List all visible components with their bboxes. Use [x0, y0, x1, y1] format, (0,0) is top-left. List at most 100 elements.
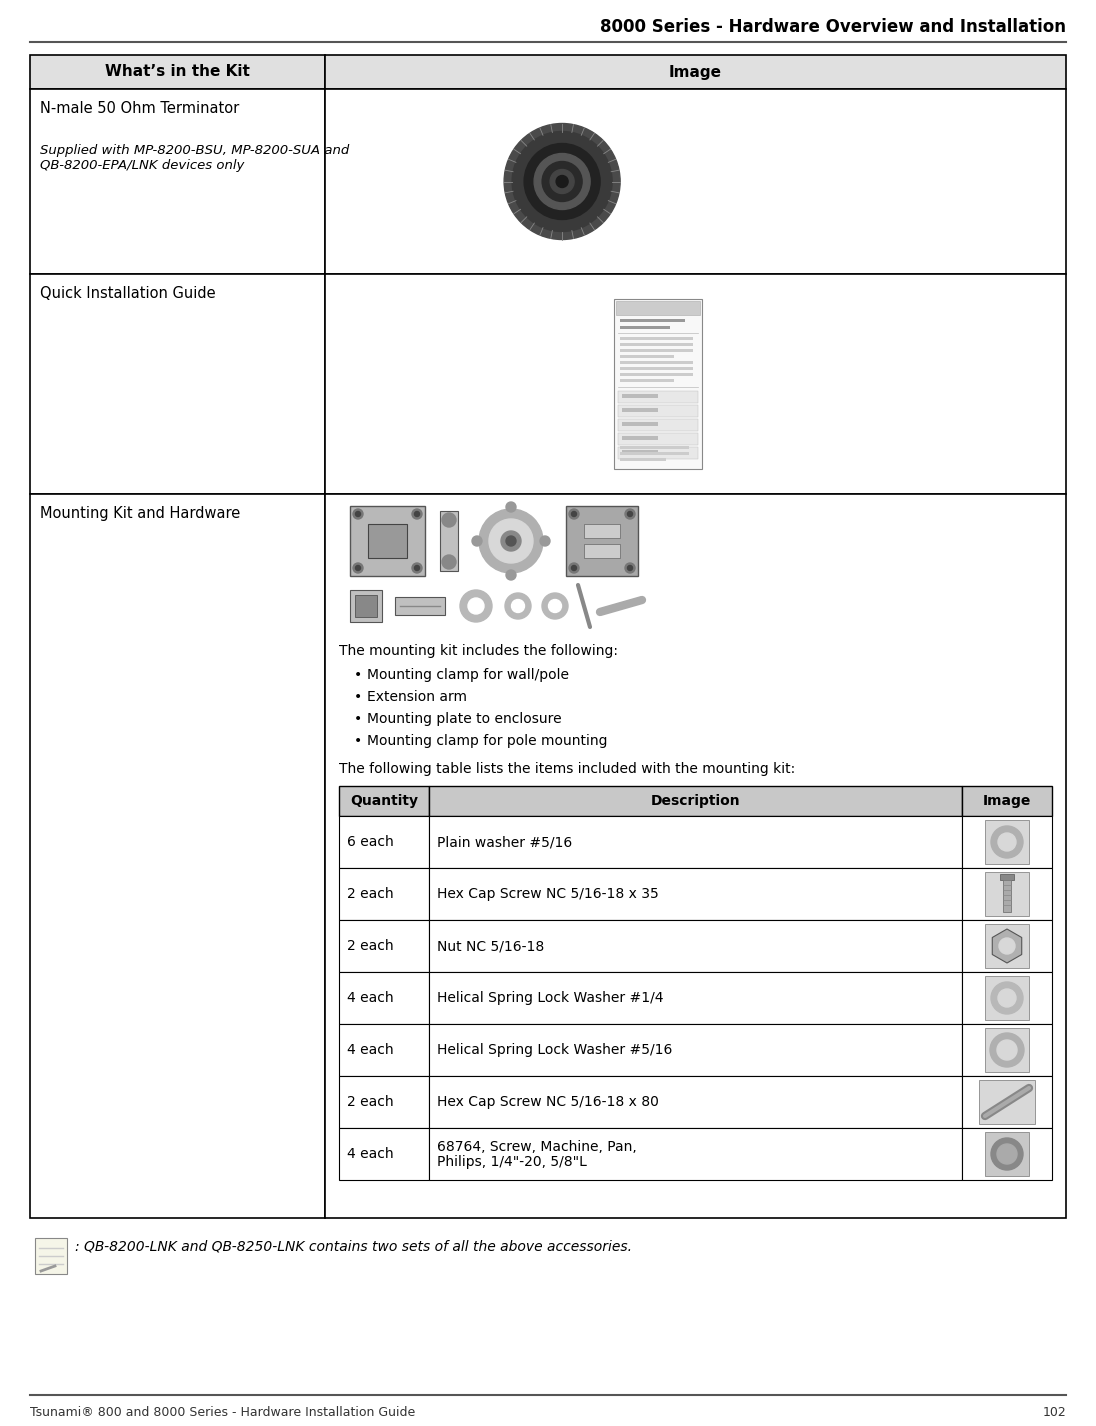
Bar — [623, 394, 648, 398]
Text: Quantity: Quantity — [350, 794, 418, 809]
Bar — [962, 920, 1052, 973]
Circle shape — [524, 144, 601, 220]
Text: 4 each: 4 each — [347, 1147, 393, 1161]
Text: Mounting plate to enclosure: Mounting plate to enclosure — [367, 712, 561, 726]
Text: •: • — [354, 667, 363, 682]
Bar — [623, 422, 648, 426]
Bar — [623, 408, 648, 412]
Bar — [985, 820, 1029, 864]
Circle shape — [990, 1032, 1024, 1067]
Bar — [429, 1024, 962, 1077]
Text: Mounting clamp for wall/pole: Mounting clamp for wall/pole — [367, 667, 569, 682]
Text: 6 each: 6 each — [347, 836, 393, 848]
Bar — [620, 452, 689, 455]
Bar — [339, 786, 429, 816]
Bar — [368, 523, 407, 558]
Text: Philips, 1/4"-20, 5/8"L: Philips, 1/4"-20, 5/8"L — [437, 1155, 586, 1169]
Bar — [623, 436, 648, 441]
Text: Plain washer #5/16: Plain washer #5/16 — [437, 836, 572, 848]
Text: 2 each: 2 each — [347, 938, 393, 953]
Circle shape — [543, 161, 582, 201]
Bar — [962, 1024, 1052, 1077]
Circle shape — [571, 512, 576, 516]
Bar — [1000, 874, 1014, 880]
Bar — [618, 446, 698, 459]
Bar — [620, 355, 674, 358]
Circle shape — [412, 563, 422, 573]
Circle shape — [472, 536, 482, 546]
Circle shape — [504, 124, 620, 240]
Bar — [962, 786, 1052, 816]
Bar — [30, 88, 326, 274]
Text: : QB-8200-LNK and QB-8250-LNK contains two sets of all the above accessories.: : QB-8200-LNK and QB-8250-LNK contains t… — [75, 1239, 632, 1253]
Text: Mounting Kit and Hardware: Mounting Kit and Hardware — [39, 506, 240, 520]
Bar — [620, 446, 689, 449]
Circle shape — [460, 590, 492, 622]
Bar — [623, 422, 659, 426]
Polygon shape — [992, 928, 1021, 963]
Bar — [623, 422, 648, 426]
Text: Nut NC 5/16-18: Nut NC 5/16-18 — [437, 938, 545, 953]
Bar — [350, 590, 383, 622]
Bar — [623, 394, 648, 398]
Bar — [395, 597, 445, 615]
Text: 102: 102 — [1042, 1406, 1066, 1419]
Bar — [339, 973, 429, 1024]
Circle shape — [556, 175, 568, 187]
Circle shape — [512, 131, 613, 231]
Circle shape — [414, 512, 420, 516]
Text: N-male 50 Ohm Terminator: N-male 50 Ohm Terminator — [39, 101, 239, 116]
Bar — [339, 1024, 429, 1077]
Circle shape — [442, 555, 456, 569]
Bar — [618, 434, 698, 445]
Bar — [1003, 876, 1011, 913]
Bar — [566, 506, 638, 576]
Circle shape — [991, 983, 1023, 1014]
Circle shape — [569, 509, 579, 519]
Text: Helical Spring Lock Washer #1/4: Helical Spring Lock Washer #1/4 — [437, 991, 663, 1005]
Circle shape — [991, 1138, 1023, 1169]
Bar — [339, 920, 429, 973]
Bar — [962, 1128, 1052, 1179]
Bar — [623, 436, 659, 441]
Text: Hex Cap Screw NC 5/16-18 x 80: Hex Cap Screw NC 5/16-18 x 80 — [437, 1095, 659, 1109]
Text: •: • — [354, 690, 363, 704]
Bar — [985, 1132, 1029, 1176]
Bar — [962, 816, 1052, 868]
Bar — [620, 379, 674, 382]
Bar — [962, 868, 1052, 920]
Circle shape — [506, 536, 516, 546]
Circle shape — [998, 990, 1016, 1007]
Circle shape — [506, 570, 516, 580]
Circle shape — [625, 509, 635, 519]
Circle shape — [468, 597, 484, 615]
Circle shape — [569, 563, 579, 573]
Bar — [618, 419, 698, 431]
Circle shape — [998, 938, 1015, 954]
Text: •: • — [354, 712, 363, 726]
Bar — [35, 1238, 67, 1273]
Bar — [620, 374, 693, 376]
Text: •: • — [354, 734, 363, 749]
Bar — [623, 451, 648, 453]
Bar — [985, 975, 1029, 1020]
Bar — [623, 436, 648, 441]
Bar — [623, 451, 659, 453]
Bar — [429, 1077, 962, 1128]
Bar — [620, 361, 693, 364]
Circle shape — [550, 170, 574, 194]
Bar — [584, 543, 620, 558]
Bar — [429, 816, 962, 868]
Circle shape — [991, 826, 1023, 858]
Text: 2 each: 2 each — [347, 1095, 393, 1109]
Bar — [623, 394, 659, 398]
Bar — [623, 408, 659, 412]
Circle shape — [414, 566, 420, 570]
Bar — [620, 344, 693, 347]
Bar — [623, 451, 648, 453]
Circle shape — [355, 566, 361, 570]
Text: Mounting clamp for pole mounting: Mounting clamp for pole mounting — [367, 734, 607, 749]
Text: 68764, Screw, Machine, Pan,: 68764, Screw, Machine, Pan, — [437, 1139, 637, 1154]
Circle shape — [353, 509, 363, 519]
Circle shape — [534, 154, 590, 210]
